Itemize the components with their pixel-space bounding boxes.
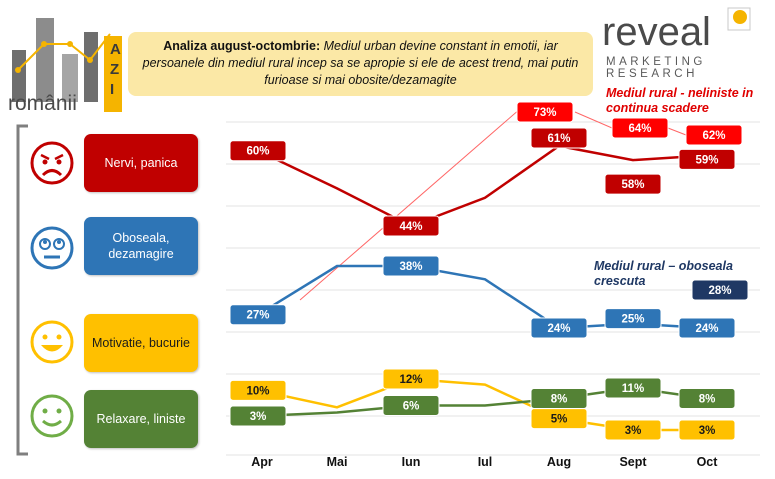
category-nervi: Nervi, panica <box>84 134 198 192</box>
data-label-s2-p5: 3% <box>625 425 642 437</box>
data-label-s0-p2-box <box>382 215 440 237</box>
x-tick-label: Aug <box>547 455 571 469</box>
reveal-line2: RESEARCH <box>606 68 698 80</box>
x-tick-label: Mai <box>327 455 348 469</box>
data-label-s1-p2-box <box>382 255 440 277</box>
data-label-s3-p5: 11% <box>622 383 644 395</box>
reveal-line1: MARKETING <box>606 56 706 68</box>
data-label-s0-p5-box <box>604 173 662 195</box>
logo-bar <box>62 54 78 102</box>
data-label-s0-p4: 61% <box>547 133 570 145</box>
data-label-s0-p2: 44% <box>399 221 422 233</box>
logo-bar <box>84 32 98 102</box>
rural-nerves-label-p6: 62% <box>702 130 725 142</box>
data-label-s0-p6-box <box>678 148 736 170</box>
data-label-s1-p6: 24% <box>695 323 718 335</box>
data-label-s1-p4: 24% <box>547 323 570 335</box>
category-relaxare: Relaxare, liniste <box>84 390 198 448</box>
data-label-s3-p6: 8% <box>699 394 716 406</box>
reveal-wordmark: reveal <box>602 10 711 54</box>
data-label-s3-p2: 6% <box>403 401 420 413</box>
reveal-subtitle: MARKETING RESEARCH <box>606 56 706 80</box>
category-bracket <box>16 124 28 456</box>
rural-nerves-label-p6-box <box>685 124 743 146</box>
happy-face-icon <box>30 320 74 364</box>
data-label-s1-p4-box <box>530 317 588 339</box>
annotation-rural-nerves: Mediul rural - neliniste in continua sca… <box>606 86 754 115</box>
data-label-s1-p2: 38% <box>399 261 422 273</box>
data-label-s2-p5-box <box>604 419 662 441</box>
data-label-s3-p0: 3% <box>250 411 267 423</box>
data-label-s0-p4-box <box>530 127 588 149</box>
analysis-banner: Analiza august-octombrie: Mediul urban d… <box>128 32 593 96</box>
category-motivatie: Motivatie, bucurie <box>84 314 198 372</box>
angry-face-icon <box>30 141 74 185</box>
rural-tired-label-p6: 28% <box>708 285 731 297</box>
romanii-azi-logo <box>12 18 122 112</box>
banner-text: Mediul urban devine constant in emotii, … <box>142 39 579 87</box>
data-label-s3-p6-box <box>678 388 736 409</box>
calm-face-icon <box>30 394 74 438</box>
data-label-s3-p4-box <box>530 388 588 409</box>
chart-x-axis: Apr Mai Iun Iul Aug Sept Oct <box>251 455 718 469</box>
tired-face-icon <box>30 226 74 270</box>
data-label-s1-p0-box <box>229 304 287 326</box>
x-tick-label: Iun <box>402 455 421 469</box>
rural-nerves-connector <box>667 127 687 136</box>
chart-grid <box>226 121 760 456</box>
annotation-rural-tired: Mediul rural – oboseala crescuta <box>594 259 733 288</box>
data-label-s0-p6: 59% <box>695 154 718 166</box>
data-label-s1-p0: 27% <box>246 310 269 322</box>
data-label-s1-p5: 25% <box>621 314 644 326</box>
data-label-s2-p6-box <box>678 419 736 441</box>
data-label-s2-p0-box <box>229 379 287 401</box>
data-label-s1-p5-box <box>604 308 662 330</box>
rural-nerves-connector <box>574 111 613 129</box>
category-oboseala: Oboseala, dezamagire <box>84 217 198 275</box>
x-tick-label: Iul <box>478 455 493 469</box>
logo-azi-band <box>104 36 122 112</box>
data-label-s2-p2-box <box>382 368 440 390</box>
rural-nerves-label-p5-box <box>611 117 669 139</box>
logo-bar <box>12 50 26 102</box>
series-line-0 <box>257 144 708 228</box>
rural-nerves-label-p4-box <box>516 101 574 123</box>
logo-bar <box>36 18 54 102</box>
data-label-s2-p2: 12% <box>399 374 422 386</box>
data-label-s3-p2-box <box>382 395 440 416</box>
data-label-s3-p5-box <box>604 377 662 399</box>
logo-wordmark: românii <box>8 92 77 115</box>
rural-nerves-label-p4: 73% <box>533 107 556 119</box>
data-label-s3-p4: 8% <box>551 394 568 406</box>
banner-heading: Analiza august-octombrie: <box>163 39 321 53</box>
data-label-s1-p6-box <box>678 317 736 339</box>
rural-nerves-label-p5: 64% <box>628 123 651 135</box>
data-label-s3-p0-box <box>229 405 287 427</box>
data-label-s0-p5: 58% <box>621 179 644 191</box>
data-label-s2-p0: 10% <box>246 385 269 397</box>
logo-vertical-text: AZI <box>110 41 121 98</box>
reveal-logo-mark <box>727 7 751 31</box>
data-label-s0-p0: 60% <box>246 146 269 158</box>
chart-data-labels: 60% 44% 61% 58% 59% 27% 38% 24% 25% 24% 10% 12% 5% 3%… <box>229 101 749 441</box>
data-label-s0-p0-box <box>229 140 287 162</box>
x-tick-label: Oct <box>697 455 719 469</box>
x-tick-label: Sept <box>619 455 647 469</box>
data-label-s2-p4: 5% <box>551 414 568 426</box>
data-label-s2-p6: 3% <box>699 425 716 437</box>
x-tick-label: Apr <box>251 455 273 469</box>
rural-tired-label-p6-box <box>691 279 749 301</box>
